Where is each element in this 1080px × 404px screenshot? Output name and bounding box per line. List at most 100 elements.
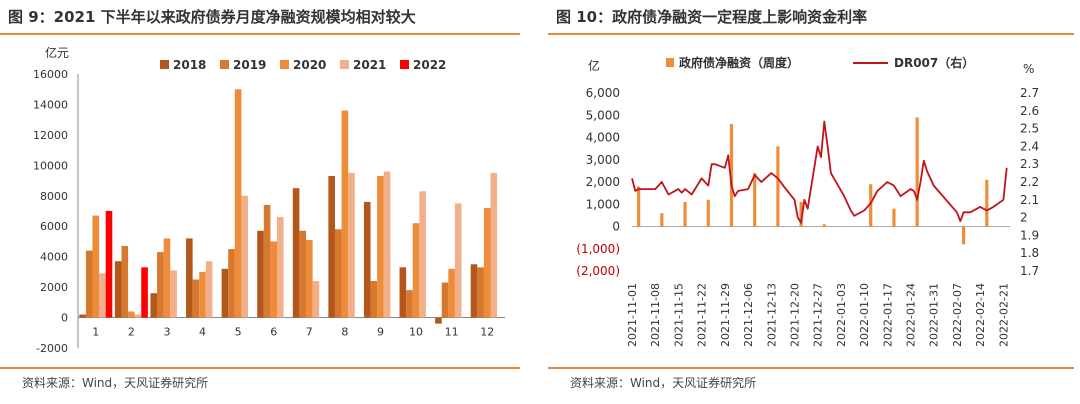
x-tick-label: 2022-02-14 (974, 283, 987, 347)
bar-2019-m2 (121, 246, 129, 318)
bar-2020-m7 (305, 239, 313, 318)
x-tick-label: 2022-01-17 (881, 283, 894, 347)
bar-2021-m11 (454, 203, 462, 318)
right-tick-label: 1.8 (1020, 246, 1039, 260)
y-axis-unit: 亿元 (45, 45, 69, 60)
x-tick-label: 7 (306, 326, 313, 339)
bar-2020-m3 (163, 238, 171, 318)
x-tick-label: 2021-11-22 (696, 283, 709, 347)
left-tick-label: (1,000) (576, 242, 620, 256)
bar-2018-m5 (221, 268, 229, 318)
x-tick-label: 5 (235, 326, 242, 339)
y-tick-label: 10000 (33, 159, 68, 172)
right-axis-unit: % (1023, 62, 1034, 76)
bar-2018-m7 (292, 188, 300, 318)
x-tick-label: 2021-12-13 (765, 283, 778, 347)
x-tick-label: 3 (163, 326, 170, 339)
x-tick-label: 6 (270, 326, 277, 339)
x-tick-label: 2021-12-27 (812, 283, 825, 347)
bar-weekly-2021-11-10 (660, 213, 664, 227)
y-tick-label: 0 (61, 312, 68, 325)
legend-swatch-2022 (400, 60, 409, 69)
bar-2020-m11 (448, 268, 455, 318)
bar-2021-m2 (134, 314, 142, 318)
bar-2018-m11 (435, 317, 442, 324)
bar-2019-m9 (370, 281, 378, 318)
bar-2021-m5 (241, 195, 249, 318)
left-tick-label: 4,000 (586, 131, 620, 145)
legend-swatch-2018 (160, 60, 169, 69)
y-tick-label: 8000 (40, 190, 68, 203)
source-note: 资料来源：Wind，天风证券研究所 (570, 376, 757, 390)
bar-2021-m12 (490, 172, 498, 318)
bar-2019-m5 (228, 249, 235, 318)
bar-2020-m6 (270, 241, 278, 318)
x-tick-label: 9 (377, 326, 384, 339)
bar-2018-m9 (363, 201, 371, 318)
bar-2020-m5 (234, 89, 242, 318)
weekly-net-financing-dr007-chart: 亿 % (2,000) (1,000) 0 1,000 2,000 3,000 4,000 5,0… (576, 55, 1039, 347)
bar-2018-m2 (114, 261, 122, 318)
bar-2022-m1 (105, 211, 113, 318)
bar-weekly-2021-11-17 (683, 202, 687, 227)
bar-2018-m6 (257, 230, 264, 318)
right-tick-label: 2.6 (1020, 104, 1039, 118)
x-tick-label: 10 (409, 326, 423, 339)
bar-2020-m4 (199, 271, 206, 318)
bar-2018-m10 (399, 267, 407, 318)
x-tick-label: 2 (128, 326, 135, 339)
x-tick-label: 2021-11-29 (719, 283, 732, 347)
legend-swatch-2020 (280, 60, 289, 69)
y-tick-label: 2000 (40, 281, 68, 294)
left-tick-label: 0 (612, 220, 620, 234)
x-tick-label: 12 (480, 326, 494, 339)
y-tick-label: 4000 (40, 251, 68, 264)
source-rule (548, 367, 1074, 369)
bar-weekly-2022-01-26 (915, 117, 919, 227)
legend-swatch-bars (666, 58, 674, 67)
figure-10-panel: 图 10：政府债净融资一定程度上影响资金利率 亿% (2,000) (1,000) 0… (548, 0, 1080, 404)
x-tick-label: 11 (445, 326, 459, 339)
bar-weekly-2021-12-22 (799, 202, 803, 227)
x-tick-label: 1 (92, 326, 99, 339)
title-rule (548, 33, 1074, 35)
x-tick-label: 2021-12-20 (788, 283, 801, 347)
bar-2020-m12 (483, 207, 491, 318)
bar-weekly-2021-12-15 (776, 146, 780, 227)
legend-label-2020: 2020 (293, 58, 326, 72)
legend-label-2021: 2021 (353, 58, 386, 72)
bar-2020-m9 (377, 175, 384, 318)
bar-2019-m11 (441, 282, 449, 318)
bar-2021-m4 (205, 261, 213, 318)
legend-label-line: DR007（右） (894, 55, 974, 70)
bar-2022-m2 (141, 267, 148, 318)
bar-weekly-2022-01-19 (892, 208, 896, 227)
bar-2019-m3 (157, 252, 164, 318)
right-tick-label: 2.4 (1020, 139, 1039, 153)
figure-title: 图 9：2021 下半年以来政府债券月度净融资规模均相对较大 (8, 8, 416, 26)
bar-2019-m6 (263, 204, 271, 318)
left-tick-label: 2,000 (586, 175, 620, 189)
left-tick-label: 6,000 (586, 86, 620, 100)
right-tick-label: 2 (1020, 211, 1028, 225)
x-tick-label: 2021-11-08 (649, 283, 662, 347)
bar-2018-m12 (470, 264, 478, 318)
right-tick-label: 1.7 (1020, 264, 1039, 278)
bar-weekly-2021-12-08 (753, 173, 757, 227)
bar-2018-m1 (79, 314, 86, 318)
bar-weekly-2021-12-01 (729, 124, 734, 227)
bar-2021-m10 (419, 191, 426, 318)
left-tick-label: 3,000 (586, 153, 620, 167)
x-tick-label: 2022-01-24 (905, 283, 918, 347)
bar-2019-m4 (192, 279, 200, 318)
legend-label-2019: 2019 (233, 58, 266, 72)
right-tick-label: 2.1 (1020, 193, 1039, 207)
x-tick-label: 2021-11-15 (672, 283, 685, 347)
figure-9-panel: 图 9：2021 下半年以来政府债券月度净融资规模均相对较大 亿元 -2000 0 2… (0, 0, 530, 404)
source-note: 资料来源：Wind，天风证券研究所 (22, 376, 209, 390)
bar-2018-m4 (186, 238, 193, 318)
right-tick-label: 1.9 (1020, 228, 1039, 242)
bar-2020-m1 (92, 215, 100, 318)
bar-2021-m8 (348, 172, 355, 318)
bar-2019-m1 (85, 250, 93, 318)
